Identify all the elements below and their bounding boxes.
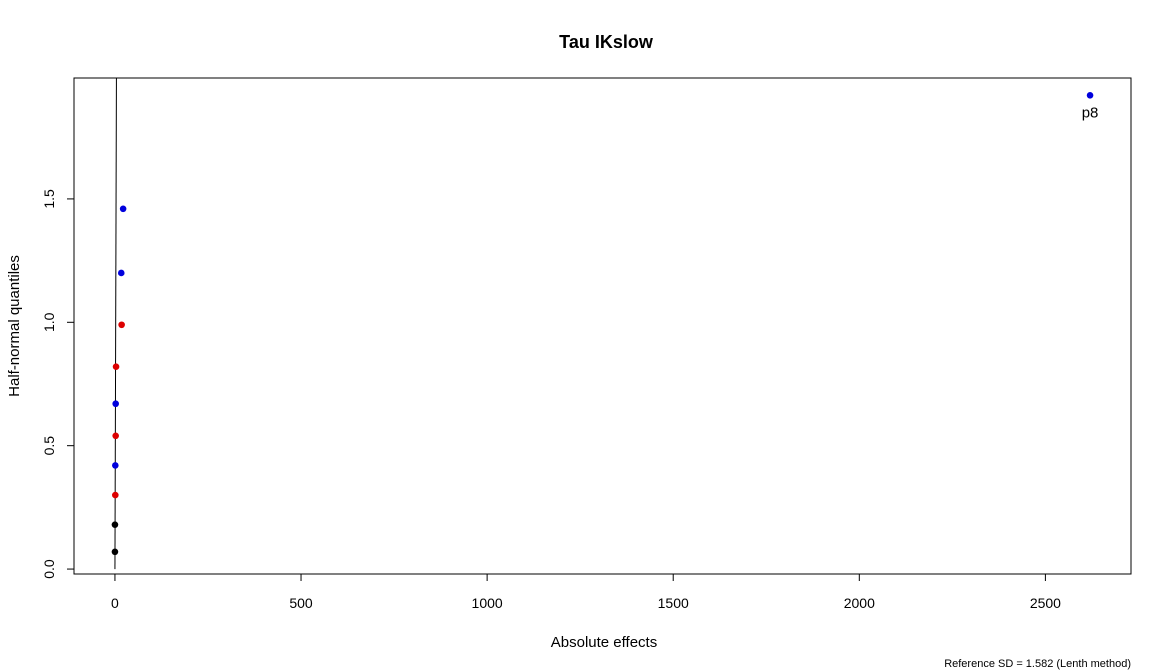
plot-frame	[73, 77, 1132, 575]
y-axis: 0.0 0.5 1.0 1.5	[41, 189, 75, 579]
x-axis: 0 500 1000 1500 2000 2500	[111, 573, 1061, 611]
reference-sd-note: Reference SD = 1.582 (Lenth method)	[944, 658, 1131, 670]
data-points: p8	[111, 91, 1099, 556]
y-tick-label: 0.0	[41, 559, 57, 579]
x-tick-label: 1000	[472, 595, 503, 611]
chart-title: Tau IKslow	[559, 32, 654, 52]
data-point	[112, 400, 119, 408]
x-tick-label: 500	[289, 595, 313, 611]
y-tick-label: 1.5	[41, 189, 57, 209]
data-point	[112, 363, 120, 371]
y-tick-label: 0.5	[41, 436, 57, 456]
data-point	[111, 548, 119, 556]
x-tick-label: 1500	[658, 595, 689, 611]
x-tick-label: 0	[111, 595, 119, 611]
y-tick-label: 1.0	[41, 312, 57, 332]
data-point	[112, 462, 119, 469]
reference-line	[114, 77, 117, 570]
point-label: p8	[1082, 104, 1099, 121]
y-axis-label: Half-normal quantiles	[6, 255, 23, 397]
data-point	[112, 491, 119, 499]
x-tick-label: 2000	[844, 595, 875, 611]
data-point	[117, 269, 125, 277]
data-point	[111, 521, 119, 528]
x-tick-label: 2500	[1030, 595, 1061, 611]
data-point	[119, 205, 127, 213]
x-axis-label: Absolute effects	[551, 634, 657, 651]
data-point	[118, 321, 125, 329]
data-point	[1086, 91, 1094, 99]
data-point	[112, 432, 119, 440]
